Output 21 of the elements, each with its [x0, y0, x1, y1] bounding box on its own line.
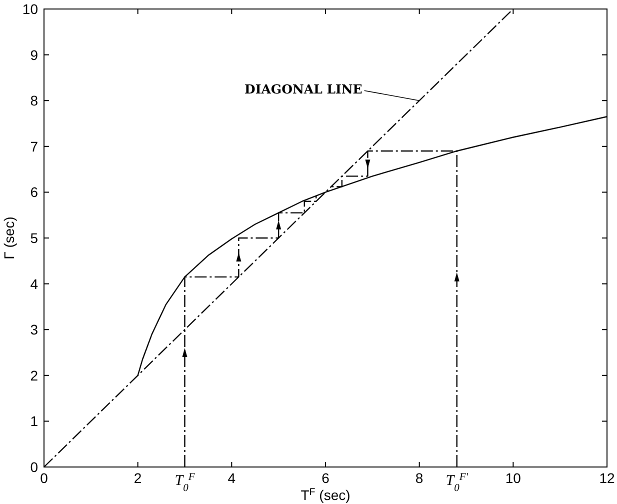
- x-tick-label: 2: [134, 470, 142, 486]
- y-tick-label: 8: [30, 92, 38, 109]
- x-tick-label: 8: [415, 470, 424, 486]
- annotation: DIAGONAL LINE: [244, 82, 362, 97]
- y-tick-label: 5: [30, 230, 38, 246]
- x-axis-title: T$^{F}$ (sec): [300, 486, 350, 503]
- x-tick-label: 10: [505, 470, 522, 486]
- y-axis-title: Γ (sec): [1, 216, 17, 260]
- y-tick-label: 4: [30, 276, 38, 292]
- x-tick-label: 0: [40, 470, 48, 486]
- x-tick-label: 6: [322, 470, 330, 486]
- y-tick-label: 1: [30, 413, 38, 430]
- y-tick-label: 10: [22, 1, 38, 17]
- y-tick-label: 0: [30, 459, 38, 475]
- y-tick-label: 7: [30, 138, 38, 154]
- y-tick-label: 2: [30, 367, 38, 384]
- x-tick-label: 4: [228, 470, 236, 486]
- y-tick-label: 9: [30, 46, 38, 63]
- y-tick-label: 3: [30, 322, 38, 338]
- y-tick-label: 6: [30, 184, 38, 200]
- x-tick-label: 12: [599, 470, 615, 486]
